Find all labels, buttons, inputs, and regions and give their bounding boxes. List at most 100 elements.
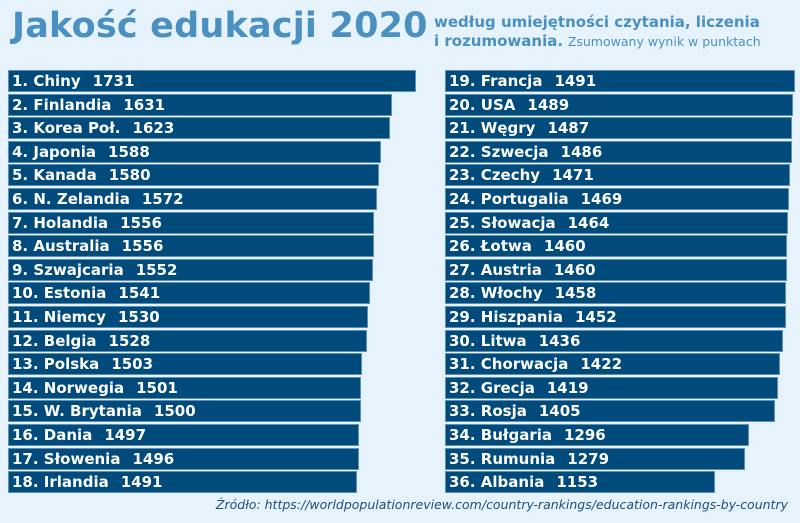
- bar-label: 16. Dania: [12, 425, 93, 444]
- bar-label: 36. Albania: [449, 473, 545, 492]
- bar-value: 1419: [546, 378, 589, 397]
- bar-row: 14. Norwegia 1501: [8, 376, 361, 399]
- bar-column-left: 1. Chiny 1731 2. Finlandia 1631 3. Korea Poł…: [8, 70, 416, 495]
- bar-label: 23. Czechy: [449, 166, 541, 185]
- bar-label: 6. N. Zelandia: [12, 189, 130, 208]
- chart-subtitle: według umiejętności czytania, liczenia i…: [434, 13, 761, 51]
- bar-row: 13. Polska 1503: [8, 353, 362, 376]
- bar-value: 1452: [574, 307, 617, 326]
- bar-label: 5. Kanada: [12, 166, 97, 185]
- bar-value: 1501: [136, 378, 178, 397]
- bar-label: 28. Włochy: [449, 284, 543, 303]
- bar-value: 1528: [108, 331, 151, 350]
- bar-row: 3. Korea Poł. 1623: [8, 117, 390, 140]
- bar-label: 15. W. Brytania: [12, 402, 142, 421]
- bar-row: 10. Estonia 1541: [8, 282, 370, 305]
- bar-row: 36. Albania 1153: [445, 471, 715, 494]
- bar-value: 1458: [554, 284, 597, 303]
- bar-row: 35. Rumunia 1279: [445, 447, 745, 470]
- bar-value: 1556: [120, 213, 162, 232]
- bar-label: 2. Finlandia: [12, 95, 112, 114]
- bar-label: 34. Bułgaria: [449, 425, 552, 444]
- bar-row: 8. Australia 1556: [8, 235, 374, 258]
- bar-label: 13. Polska: [12, 355, 100, 374]
- bar-value: 1496: [132, 449, 175, 468]
- bar-label: 1. Chiny: [12, 72, 81, 90]
- bar-row: 24. Portugalia 1469: [445, 187, 789, 210]
- bar-row: 34. Bułgaria 1296: [445, 423, 749, 446]
- bar-label: 3. Korea Poł.: [12, 119, 121, 138]
- bar-label: 21. Węgry: [449, 119, 536, 138]
- bar-label: 7. Holandia: [12, 213, 109, 232]
- bar-value: 1588: [108, 142, 150, 161]
- bar-row: 27. Austria 1460: [445, 258, 787, 281]
- bar-value: 1530: [117, 307, 160, 326]
- bar-value: 1491: [120, 473, 163, 492]
- bar-label: 11. Niemcy: [12, 307, 106, 326]
- bar-label: 20. USA: [449, 95, 516, 114]
- bar-label: 29. Hiszpania: [449, 307, 563, 326]
- bar-row: 21. Węgry 1487: [445, 117, 792, 140]
- bar-row: 33. Rosja 1405: [445, 400, 775, 423]
- bar-column-right: 19. Francja 1491 20. USA 1489 21. Węgry 1487 2…: [445, 70, 795, 495]
- source-note: Źródło: https://worldpopulationreview.co…: [215, 497, 788, 512]
- bar-row: 1. Chiny 1731: [8, 70, 416, 92]
- bar-value: 1491: [554, 72, 597, 90]
- bar-row: 23. Czechy 1471: [445, 164, 790, 187]
- bar-value: 1503: [111, 355, 154, 374]
- bar-label: 4. Japonia: [12, 142, 97, 161]
- bar-label: 24. Portugalia: [449, 189, 569, 208]
- bar-row: 26. Łotwa 1460: [445, 235, 787, 258]
- bar-row: 32. Grecja 1419: [445, 376, 778, 399]
- bar-value: 1469: [580, 189, 623, 208]
- bar-row: 30. Litwa 1436: [445, 329, 783, 352]
- bar-row: 7. Holandia 1556: [8, 211, 374, 234]
- bar-value: 1464: [567, 213, 610, 232]
- bar-value: 1552: [135, 260, 178, 279]
- subtitle-line-1: według umiejętności czytania, liczenia: [434, 13, 760, 31]
- bar-label: 22. Szwecja: [449, 142, 549, 161]
- bar-label: 9. Szwajcaria: [12, 260, 124, 279]
- bar-value: 1279: [567, 449, 610, 468]
- bar-value: 1471: [552, 166, 594, 185]
- bar-value: 1405: [538, 402, 581, 421]
- bar-label: 32. Grecja: [449, 378, 535, 397]
- bar-value: 1497: [104, 425, 147, 444]
- bar-value: 1486: [560, 142, 603, 161]
- bar-value: 1296: [564, 425, 606, 444]
- bar-value: 1580: [108, 166, 151, 185]
- chart-title: Jakość edukacji 2020: [12, 6, 428, 46]
- subtitle-line-2: i rozumowania.: [434, 32, 564, 50]
- bar-row: 25. Słowacja 1464: [445, 211, 788, 234]
- bar-value: 1487: [547, 119, 590, 138]
- bar-value: 1489: [527, 95, 570, 114]
- bar-label: 33. Rosja: [449, 402, 527, 421]
- bar-row: 6. N. Zelandia 1572: [8, 187, 377, 210]
- bar-row: 31. Chorwacja 1422: [445, 353, 780, 376]
- bar-row: 11. Niemcy 1530: [8, 305, 368, 328]
- bar-row: 18. Irlandia 1491: [8, 471, 357, 494]
- bar-label: 26. Łotwa: [449, 237, 532, 256]
- bar-row: 4. Japonia 1588: [8, 140, 381, 163]
- bar-label: 31. Chorwacja: [449, 355, 569, 374]
- bar-value: 1460: [543, 237, 586, 256]
- bar-value: 1541: [118, 284, 161, 303]
- subtitle-units: Zsumowany wynik w punktach: [567, 34, 761, 49]
- bar-row: 19. Francja 1491: [445, 70, 795, 92]
- bar-label: 8. Australia: [12, 237, 110, 256]
- bar-row: 15. W. Brytania 1500: [8, 400, 361, 423]
- bar-row: 17. Słowenia 1496: [8, 447, 359, 470]
- bar-label: 12. Belgia: [12, 331, 97, 350]
- bar-value: 1422: [580, 355, 623, 374]
- bar-label: 17. Słowenia: [12, 449, 121, 468]
- bar-label: 10. Estonia: [12, 284, 107, 303]
- bar-value: 1731: [92, 72, 135, 90]
- bar-row: 2. Finlandia 1631: [8, 93, 392, 116]
- bar-row: 5. Kanada 1580: [8, 164, 379, 187]
- bar-label: 19. Francja: [449, 72, 543, 90]
- bar-row: 16. Dania 1497: [8, 423, 359, 446]
- bar-row: 29. Hiszpania 1452: [445, 305, 786, 328]
- bar-value: 1153: [556, 473, 599, 492]
- bar-label: 27. Austria: [449, 260, 542, 279]
- bar-row: 12. Belgia 1528: [8, 329, 367, 352]
